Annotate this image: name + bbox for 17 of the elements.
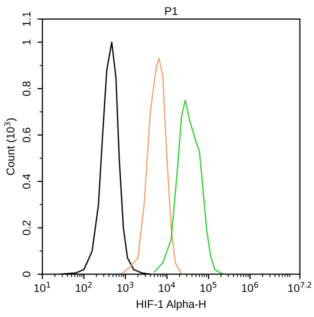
x-tick-label: 10$^{7.2}$ [288, 282, 312, 292]
y-tick-label: 0 [22, 272, 30, 277]
y-tick-label: 0.2 [22, 220, 30, 236]
y-tick-label: 1.1 [22, 12, 30, 26]
x-axis-title: HIF-1 Alpha-H [136, 300, 206, 310]
y-tick-label: 0.6 [22, 128, 30, 142]
x-tick-label: 10$^{4}$ [158, 282, 176, 292]
y-axis-title: Count (10$^{3}$) [4, 118, 17, 175]
chart-title: P1 [165, 7, 178, 15]
x-tick-label: 10$^{3}$ [117, 282, 134, 292]
x-tick-label: 10$^{5}$ [200, 282, 216, 292]
x-tick-label: 10$^{2}$ [76, 282, 92, 292]
x-tick-label: 10$^{1}$ [34, 282, 50, 292]
y-tick-label: 0.4 [22, 174, 30, 189]
x-tick-label: 10$^{6}$ [242, 282, 258, 292]
y-tick-label: 0.8 [22, 81, 30, 96]
y-tick-label: 1 [22, 40, 30, 44]
